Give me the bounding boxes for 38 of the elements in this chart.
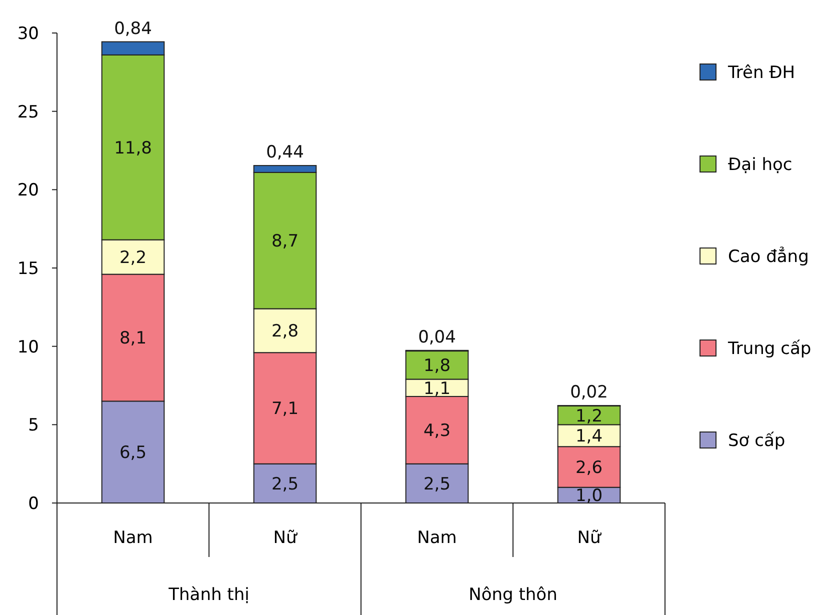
y-tick-label: 15 (17, 259, 39, 279)
legend-label: Cao đẳng (728, 246, 809, 267)
data-label: 8,7 (271, 232, 299, 252)
y-tick-label: 5 (28, 416, 39, 436)
legend-label: Trung cấp (727, 339, 812, 359)
y-tick-label: 10 (17, 337, 39, 358)
data-label: 6,5 (119, 443, 147, 464)
text: Nông thôn (468, 585, 558, 605)
x-tick-label: Nam (417, 528, 457, 548)
data-label: 1,4 (575, 426, 603, 447)
x-tick-label: Nam (113, 528, 153, 548)
y-tick-label: 20 (17, 180, 39, 201)
x-tick-label: Nữ (577, 528, 602, 548)
data-label: 1,8 (423, 356, 451, 376)
data-label: 0,02 (570, 382, 608, 403)
data-label: 1,2 (575, 406, 603, 426)
data-label: 0,04 (418, 327, 456, 348)
data-label: 0,44 (266, 142, 304, 163)
data-label: 0,84 (114, 18, 152, 39)
text: Thành thị (168, 585, 250, 605)
data-label: 11,8 (114, 138, 152, 158)
y-tick-label: 30 (17, 24, 39, 44)
data-label: 7,1 (271, 399, 299, 420)
data-label: 2,8 (271, 322, 299, 342)
legend-label: Đại học (728, 155, 792, 175)
x-tick-label: Nữ (273, 528, 298, 548)
data-label: 1,1 (423, 378, 451, 399)
data-label: 2,5 (271, 474, 299, 494)
y-tick-label: 25 (17, 102, 39, 122)
legend-label: Trên ĐH (727, 63, 796, 83)
data-label: 4,3 (423, 421, 451, 442)
y-tick-label: 0 (28, 494, 39, 514)
data-label: 1,0 (575, 486, 603, 506)
legend-label: Sơ cấp (728, 431, 786, 451)
data-label: 2,2 (119, 248, 147, 268)
data-label: 2,6 (575, 458, 603, 478)
data-label: 8,1 (119, 328, 147, 349)
data-label: 2,5 (423, 474, 451, 494)
